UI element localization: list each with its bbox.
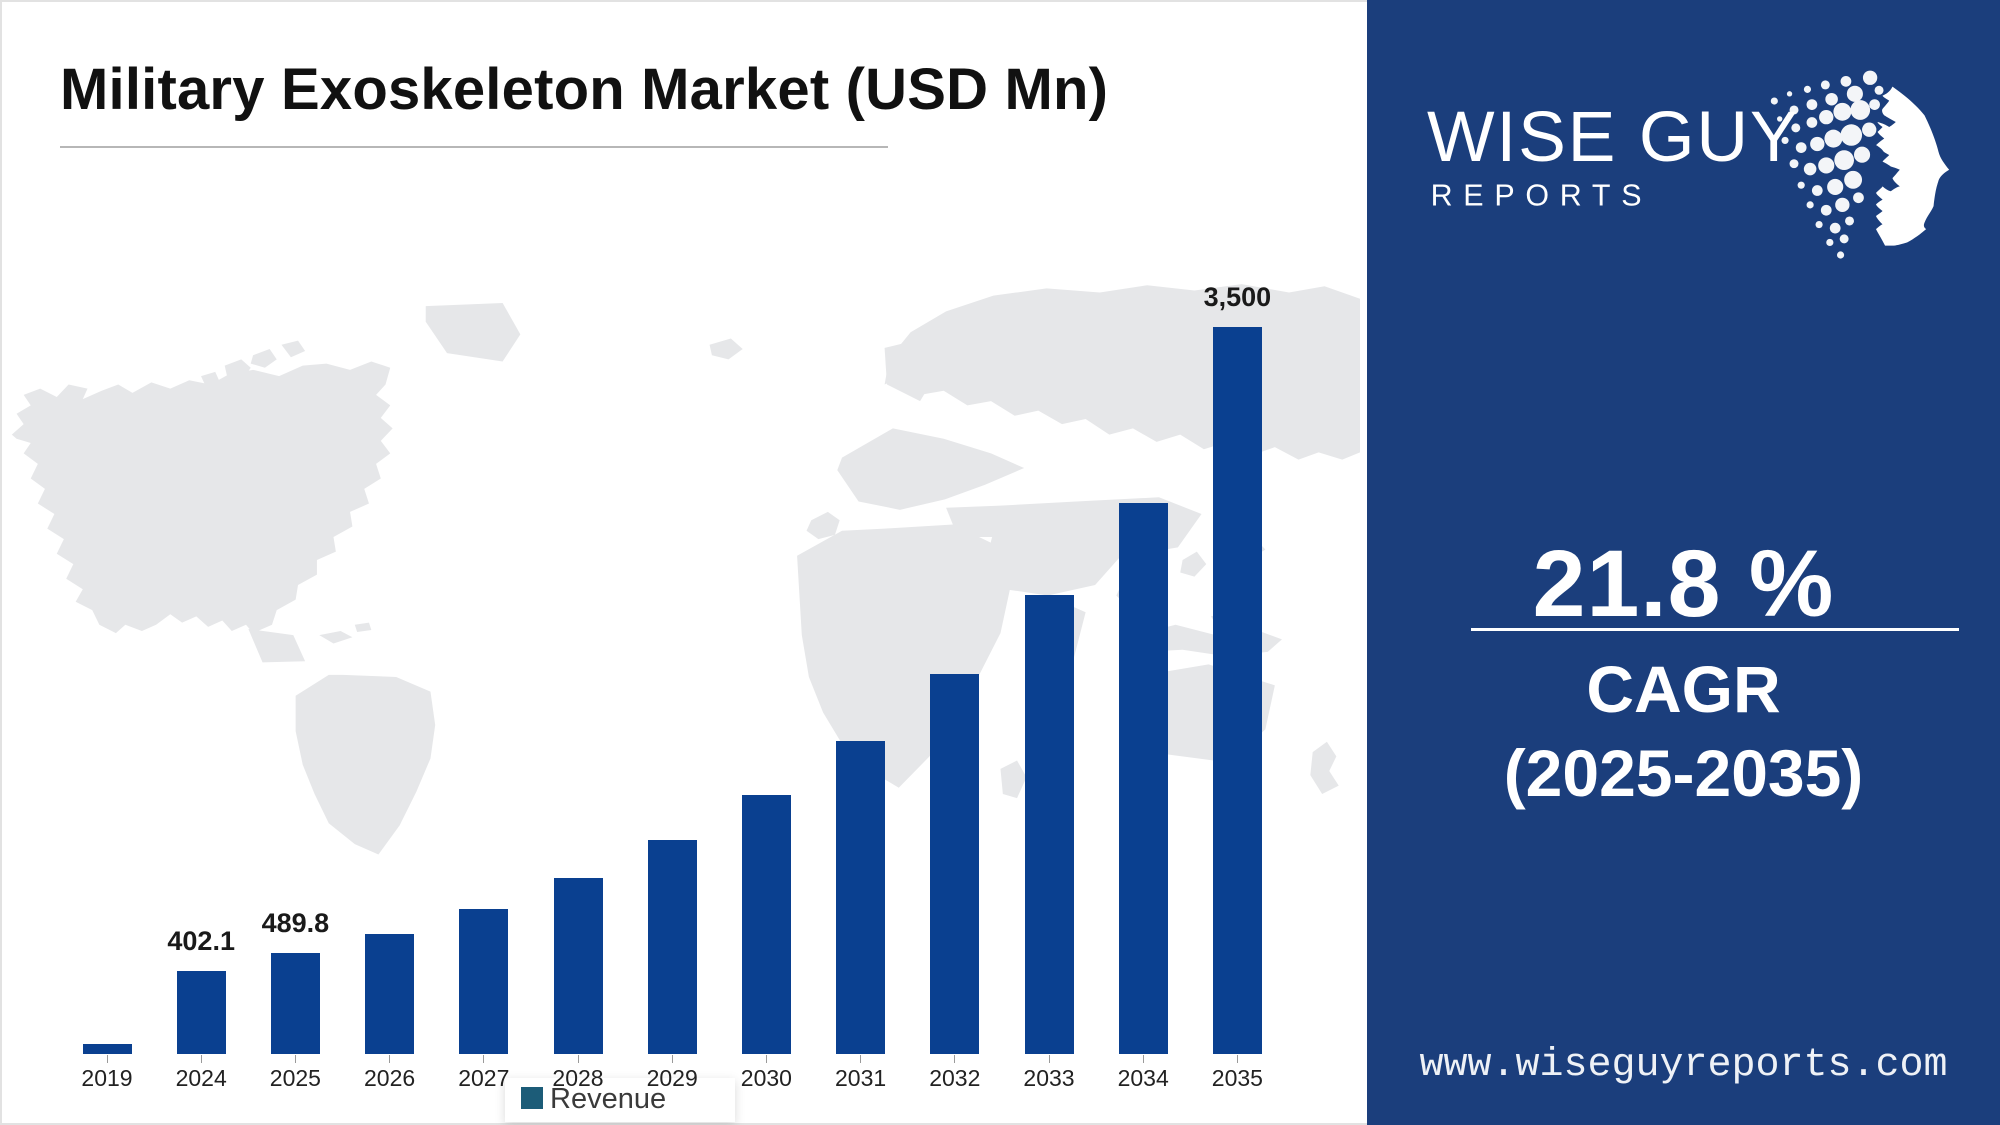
svg-text:REPORTS: REPORTS <box>1431 179 1653 213</box>
svg-text:WISE GUY: WISE GUY <box>1427 97 1799 177</box>
